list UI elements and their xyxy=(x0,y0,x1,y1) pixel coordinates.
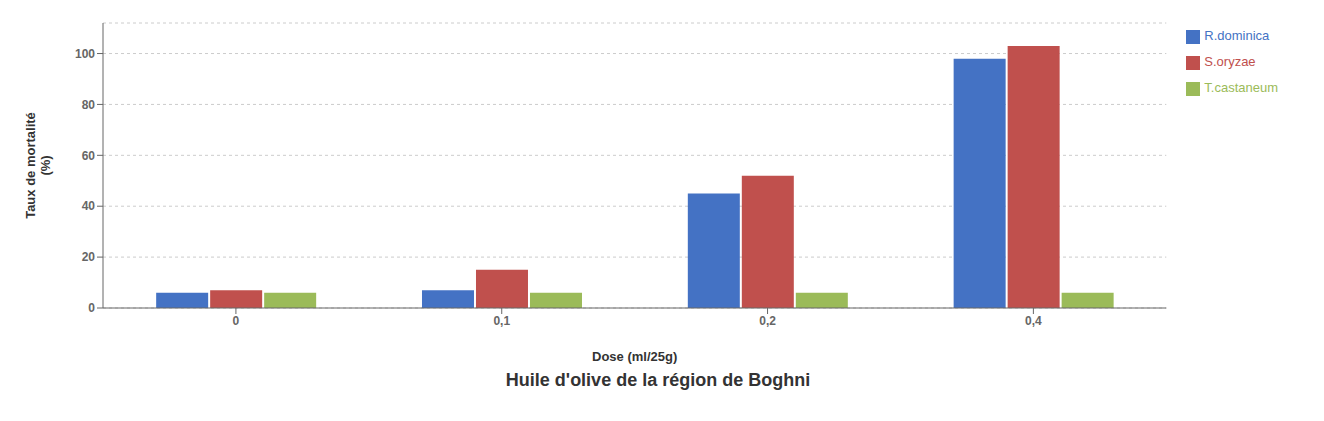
html-text:R.dominica: R.dominica xyxy=(1204,28,1270,43)
svg-text:40: 40 xyxy=(82,199,96,213)
html-text:Huile d'olive de la région de: Huile d'olive de la région de Boghni xyxy=(505,370,811,390)
html-text:T.castaneum: T.castaneum xyxy=(1204,80,1278,95)
svg-text:0: 0 xyxy=(88,301,95,315)
svg-text:60: 60 xyxy=(82,149,96,163)
svg-text:100: 100 xyxy=(75,47,95,61)
html-text:S.oryzae: S.oryzae xyxy=(1204,54,1256,69)
svg-text:20: 20 xyxy=(82,250,96,264)
svg-text:Taux de mortalité(%): Taux de mortalité(%) xyxy=(23,112,54,219)
svg-text:0,1: 0,1 xyxy=(493,314,510,328)
svg-text:0: 0 xyxy=(233,314,240,328)
svg-text:Dose (ml/25g): Dose (ml/25g) xyxy=(592,349,677,364)
svg-text:80: 80 xyxy=(82,98,96,112)
svg-text:0,2: 0,2 xyxy=(759,314,776,328)
svg-text:0,4: 0,4 xyxy=(1025,314,1042,328)
